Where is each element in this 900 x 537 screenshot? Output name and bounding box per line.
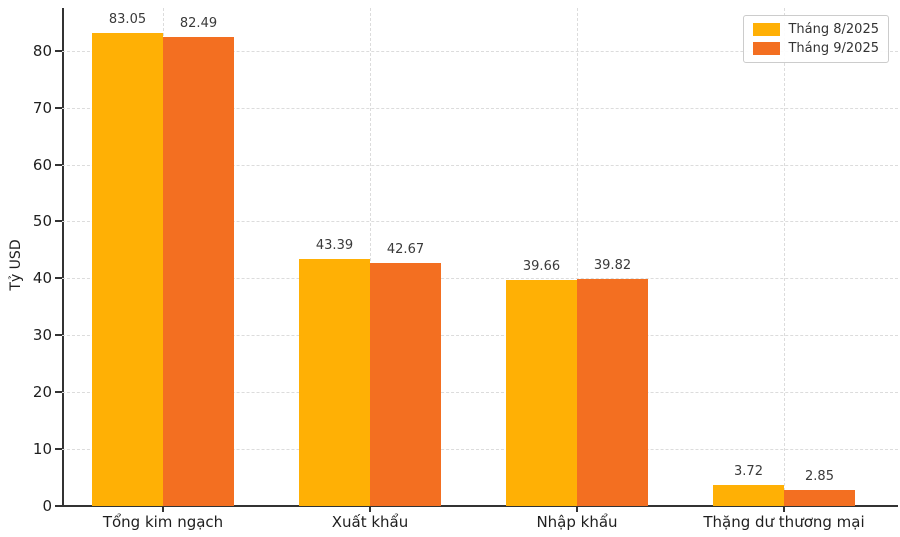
gridline-horizontal	[62, 164, 898, 166]
x-tick-mark	[162, 506, 164, 512]
x-tick-label: Nhập khẩu	[536, 513, 618, 531]
y-tick-label: 30	[32, 326, 52, 345]
y-tick-label: 50	[32, 212, 52, 231]
gridline-vertical	[577, 8, 578, 506]
y-tick-label: 20	[32, 383, 52, 402]
gridline-vertical	[784, 8, 785, 506]
x-tick-label: Xuất khẩu	[331, 513, 409, 531]
legend-label-thang-8-2025: Tháng 8/2025	[788, 22, 879, 37]
bar-value-label: 39.66	[522, 259, 561, 275]
bar-thang-8-2025	[713, 484, 784, 506]
bar-thang-9-2025	[577, 279, 648, 506]
gridline-horizontal	[62, 335, 898, 337]
gridline-horizontal	[62, 278, 898, 280]
x-axis-spine	[62, 505, 898, 507]
y-tick-mark	[55, 49, 62, 52]
bar-value-label: 3.72	[734, 463, 763, 479]
bar-value-label: 42.67	[386, 242, 425, 258]
y-tick-mark	[55, 220, 62, 223]
gridline-horizontal	[62, 449, 898, 451]
legend-swatch-thang-9-2025	[753, 42, 781, 55]
y-tick-mark	[55, 505, 62, 507]
bar-thang-9-2025	[370, 263, 441, 506]
bar-thang-8-2025	[299, 259, 370, 506]
bar-thang-9-2025	[163, 36, 234, 506]
x-tick-label: Thặng dư thương mại	[703, 513, 865, 531]
gridline-horizontal	[62, 107, 898, 109]
gridline-horizontal	[62, 50, 898, 52]
legend-item-thang-9-2025: Tháng 9/2025	[753, 41, 879, 56]
y-tick-mark	[55, 334, 62, 337]
legend-label-thang-9-2025: Tháng 9/2025	[788, 41, 879, 56]
legend-swatch-thang-8-2025	[753, 23, 781, 36]
gridline-vertical	[370, 8, 371, 506]
x-tick-mark	[576, 506, 578, 512]
y-tick-label: 60	[32, 155, 52, 174]
bar-value-label: 82.49	[179, 15, 218, 31]
x-tick-mark	[369, 506, 371, 512]
bar-thang-8-2025	[92, 33, 163, 506]
y-tick-mark	[55, 448, 62, 451]
legend-item-thang-8-2025: Tháng 8/2025	[753, 22, 879, 37]
bar-value-label: 2.85	[805, 468, 834, 484]
y-tick-label: 10	[32, 440, 52, 459]
bar-value-label: 39.82	[593, 258, 632, 274]
x-tick-mark	[783, 506, 785, 512]
gridline-horizontal	[62, 392, 898, 394]
y-tick-mark	[55, 163, 62, 166]
bar-thang-8-2025	[506, 280, 577, 506]
y-tick-label: 0	[42, 497, 52, 515]
bar-value-label: 83.05	[108, 12, 147, 28]
y-tick-mark	[55, 277, 62, 280]
gridline-horizontal	[62, 221, 898, 223]
y-axis-spine	[62, 8, 64, 506]
legend: Tháng 8/2025 Tháng 9/2025	[743, 15, 889, 63]
y-tick-label: 40	[32, 269, 52, 288]
bar-value-label: 43.39	[315, 238, 354, 254]
bar-thang-9-2025	[784, 489, 855, 506]
y-tick-label: 80	[32, 41, 52, 60]
x-tick-label: Tổng kim ngạch	[102, 513, 224, 531]
y-tick-label: 70	[32, 98, 52, 117]
y-tick-mark	[55, 106, 62, 109]
y-tick-mark	[55, 391, 62, 394]
plot-area: Tỷ USD 0 10 20 30 40 50 60 70 80 Tổng kim ngạch 83…	[8, 8, 898, 531]
